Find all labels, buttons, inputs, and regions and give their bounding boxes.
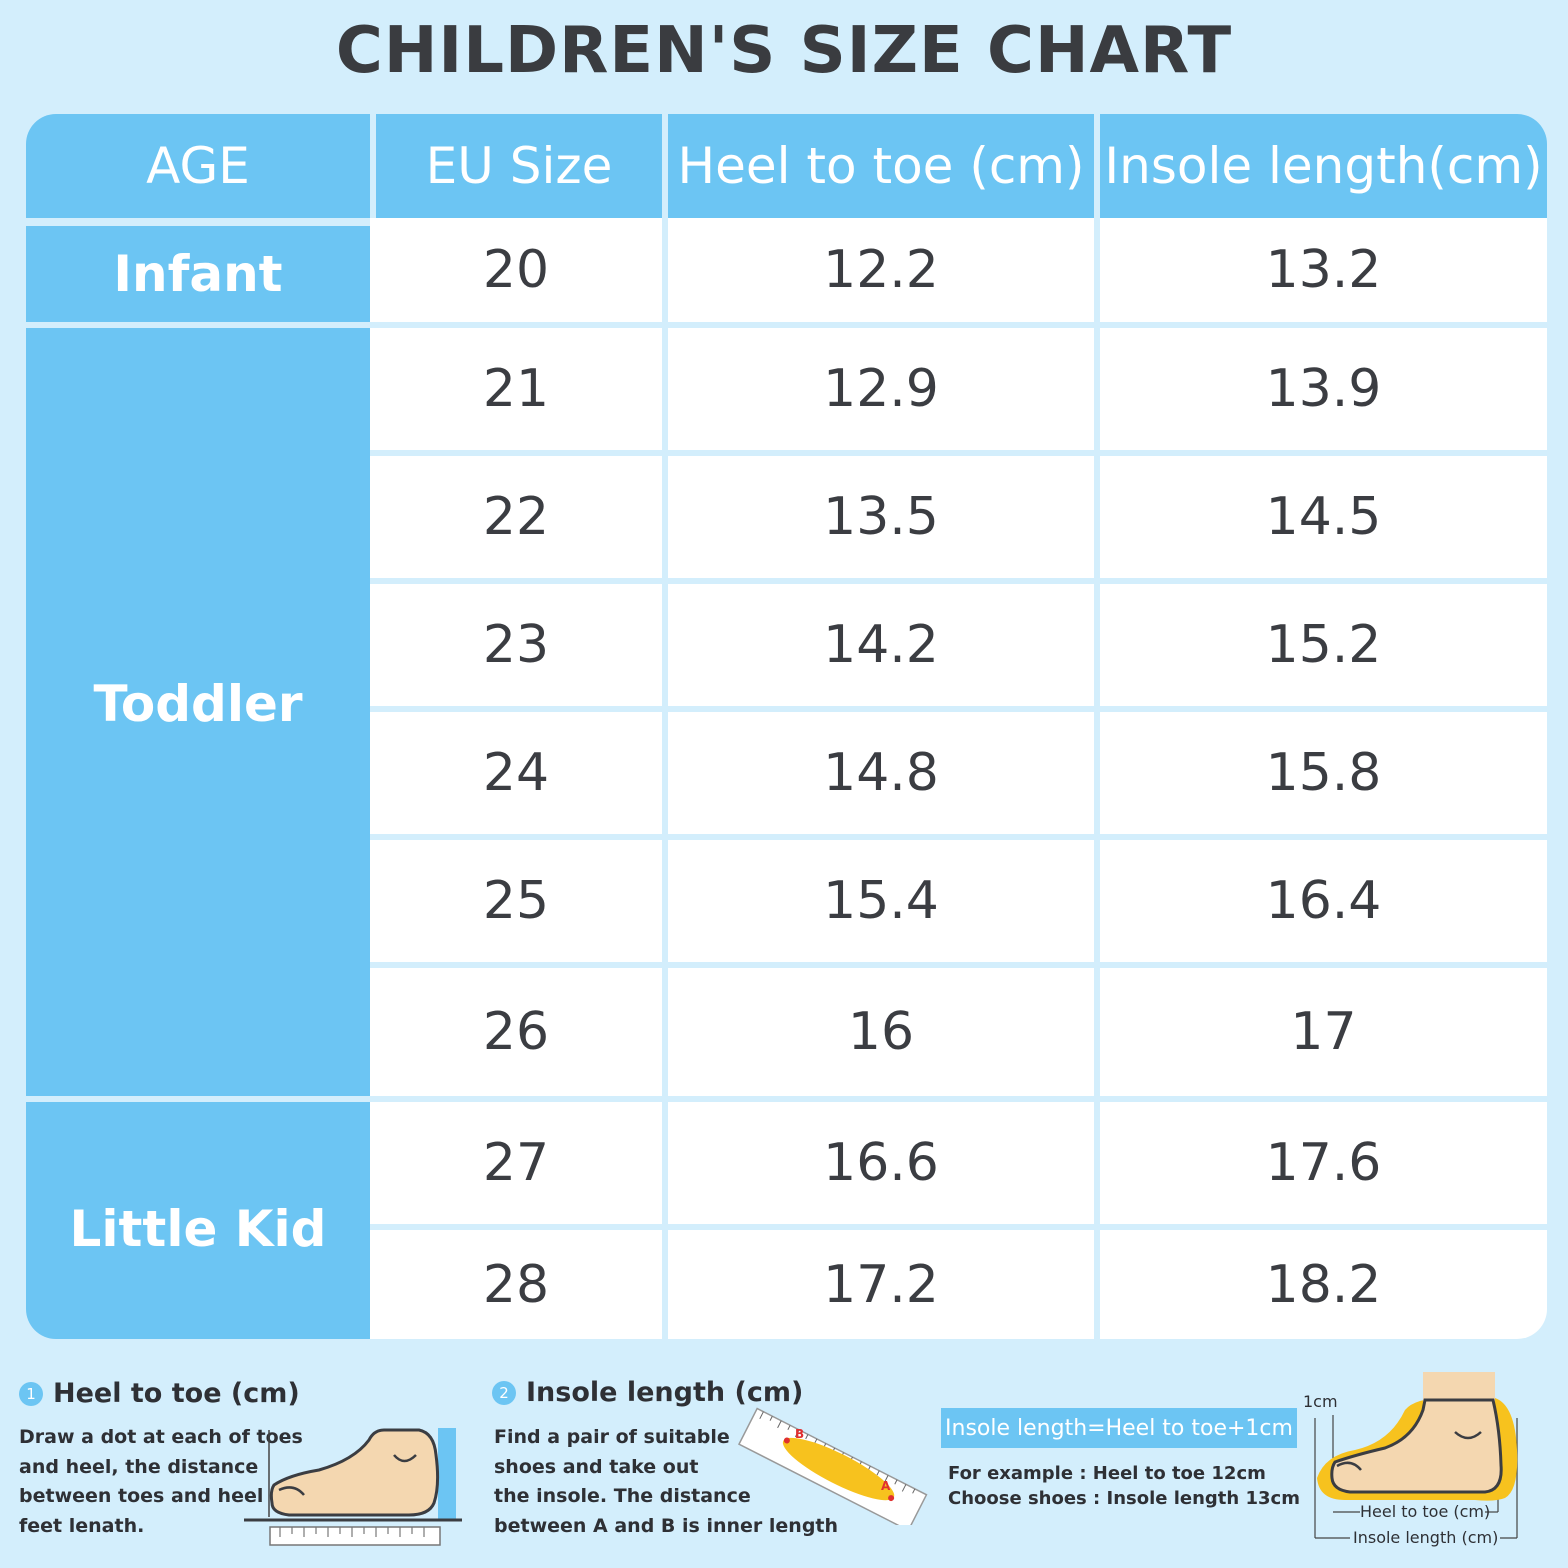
table-cell-eu: 28 — [370, 1230, 662, 1339]
table-cell-eu: 20 — [370, 218, 662, 322]
table-cell-insole: 15.2 — [1100, 584, 1547, 706]
table-cell-heel: 13.5 — [668, 456, 1094, 578]
desc-line: and heel, the distance — [19, 1455, 259, 1478]
heel-guide-title-text: Heel to toe (cm) — [53, 1378, 300, 1409]
desc-line: shoes and take out — [494, 1455, 699, 1478]
table-cell-eu: 23 — [370, 584, 662, 706]
table-cell-heel: 16 — [668, 968, 1094, 1096]
table-cell-heel: 15.4 — [668, 840, 1094, 962]
example-text: For example : Heel to toe 12cm Choose sh… — [948, 1461, 1300, 1511]
table-cell-insole: 17 — [1100, 968, 1547, 1096]
age-infant: Infant — [26, 226, 370, 322]
step-badge: 1 — [19, 1381, 43, 1406]
table-cell-eu: 22 — [370, 456, 662, 578]
insole-ruler-illustration — [737, 1407, 928, 1525]
example-line: For example : Heel to toe 12cm — [948, 1463, 1266, 1484]
desc-line: Draw a dot at each of toes — [19, 1426, 303, 1448]
table-cell-eu: 25 — [370, 840, 662, 962]
header-age: AGE — [26, 114, 370, 218]
table-cell-insole: 14.5 — [1100, 456, 1547, 578]
desc-line: Find a pair of suitable — [494, 1426, 730, 1448]
table-cell-heel: 16.6 — [668, 1102, 1094, 1224]
size-table: AGE EU Size Heel to toe (cm) Insole leng… — [26, 114, 1547, 1339]
header-eu-size: EU Size — [376, 114, 662, 218]
table-cell-eu: 26 — [370, 968, 662, 1096]
foot-on-insole-illustration — [1314, 1372, 1518, 1539]
table-cell-eu: 24 — [370, 712, 662, 834]
heel-to-toe-label: Heel to toe (cm) — [1360, 1502, 1491, 1521]
table-cell-eu: 21 — [370, 328, 662, 450]
age-toddler: Toddler — [26, 328, 370, 1096]
offset-label: 1cm — [1303, 1392, 1338, 1411]
desc-line: the insole. The distance — [494, 1485, 751, 1507]
header-insole-length: Insole length(cm) — [1100, 114, 1547, 218]
table-cell-insole: 13.2 — [1100, 218, 1547, 322]
table-cell-insole: 15.8 — [1100, 712, 1547, 834]
header-heel-to-toe: Heel to toe (cm) — [668, 114, 1094, 218]
table-cell-heel: 12.9 — [668, 328, 1094, 450]
desc-line: between A and B is inner length — [494, 1514, 839, 1537]
point-b-label: B — [795, 1427, 805, 1441]
table-cell-insole: 13.9 — [1100, 328, 1547, 450]
example-line: Choose shoes : Insole length 13cm — [948, 1488, 1300, 1509]
desc-line: feet lenath. — [19, 1514, 145, 1537]
table-cell-heel: 14.2 — [668, 584, 1094, 706]
insole-length-label: Insole length (cm) — [1353, 1528, 1499, 1547]
age-little-kid: Little Kid — [26, 1102, 370, 1339]
heel-guide-title: 1 Heel to toe (cm) — [19, 1378, 300, 1409]
foot-measure-illustration — [244, 1428, 462, 1546]
insole-guide-title-text: Insole length (cm) — [526, 1377, 804, 1408]
table-cell-heel: 12.2 — [668, 218, 1094, 322]
table-cell-heel: 14.8 — [668, 712, 1094, 834]
insole-guide-title: 2 Insole length (cm) — [492, 1377, 803, 1408]
table-cell-insole: 16.4 — [1100, 840, 1547, 962]
insole-guide-description: Find a pair of suitable shoes and take o… — [494, 1423, 838, 1541]
table-cell-heel: 17.2 — [668, 1230, 1094, 1339]
formula-banner: Insole length=Heel to toe+1cm — [941, 1408, 1297, 1448]
table-cell-insole: 18.2 — [1100, 1230, 1547, 1339]
table-cell-insole: 17.6 — [1100, 1102, 1547, 1224]
heel-guide-description: Draw a dot at each of toes and heel, the… — [19, 1423, 303, 1541]
step-badge: 2 — [492, 1380, 516, 1405]
point-a-label: A — [881, 1479, 891, 1493]
desc-line: between toes and heel is — [19, 1485, 288, 1507]
page-title: CHILDREN'S SIZE CHART — [335, 14, 1233, 88]
table-cell-eu: 27 — [370, 1102, 662, 1224]
